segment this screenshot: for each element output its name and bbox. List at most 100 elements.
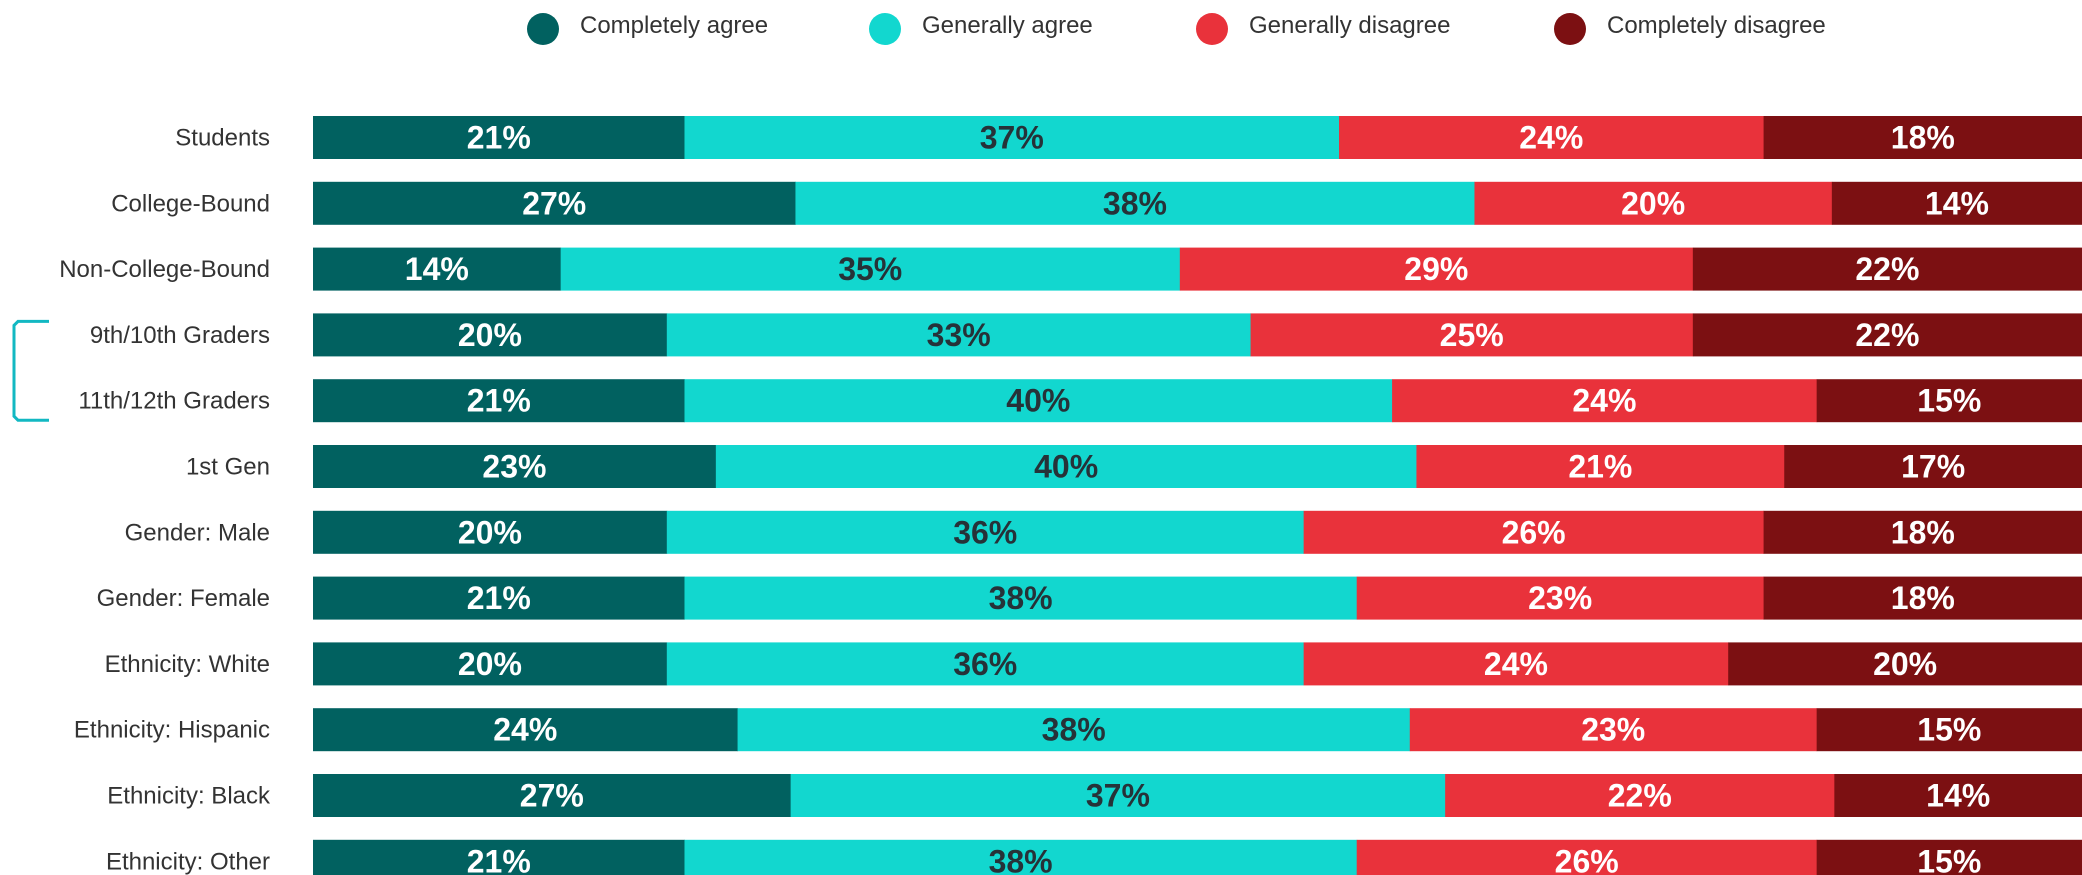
category-label-11th-12th-graders: 11th/12th Graders <box>78 388 270 415</box>
bar-segment-completely-agree-gender-female <box>313 576 685 620</box>
bar-segment-completely-disagree-college-bound <box>1831 181 2082 225</box>
bar-segment-generally-agree-ethnicity-hispanic <box>737 708 1411 752</box>
data-label-generally-disagree-ethnicity-black: 22% <box>1608 778 1672 814</box>
bar-segment-generally-disagree-11th-12th-graders <box>1392 379 1818 423</box>
data-label-completely-agree-college-bound: 27% <box>522 185 586 221</box>
bar-row-9th-10th-graders: 9th/10th Graders 20% 33% 25% 22% <box>90 313 2082 357</box>
data-label-completely-disagree-students: 18% <box>1891 120 1955 156</box>
bar-segment-completely-agree-9th-10th-graders <box>313 313 668 357</box>
bar-segment-generally-disagree-gender-female <box>1356 576 1765 620</box>
bar-segment-generally-disagree-ethnicity-black <box>1445 774 1835 817</box>
bar-segment-generally-disagree-9th-10th-graders <box>1250 313 1694 357</box>
data-label-generally-disagree-non-college-bound: 29% <box>1404 251 1468 287</box>
bar-row-ethnicity-hispanic: Ethnicity: Hispanic 24% 38% 23% 15% <box>74 708 2082 752</box>
bar-segment-generally-agree-11th-12th-graders <box>684 379 1393 423</box>
data-label-completely-disagree-9th-10th-graders: 22% <box>1855 317 1919 353</box>
legend-swatch-generally-agree <box>869 13 901 45</box>
category-label-gender-male: Gender: Male <box>125 519 270 546</box>
legend-label-generally-disagree: Generally disagree <box>1249 12 1450 39</box>
bar-segment-completely-disagree-1st-gen <box>1784 445 2082 488</box>
bar-segment-completely-agree-1st-gen <box>313 445 717 488</box>
bar-segment-completely-agree-ethnicity-hispanic <box>313 708 739 752</box>
bar-segment-generally-disagree-ethnicity-white <box>1303 642 1729 686</box>
data-label-generally-agree-1st-gen: 40% <box>1034 449 1098 485</box>
data-label-completely-agree-ethnicity-hispanic: 24% <box>493 712 557 748</box>
data-label-completely-disagree-ethnicity-black: 14% <box>1926 778 1990 814</box>
bar-segment-generally-agree-gender-male <box>666 510 1305 554</box>
data-label-completely-disagree-gender-male: 18% <box>1891 514 1955 550</box>
data-label-completely-disagree-ethnicity-hispanic: 15% <box>1917 712 1981 748</box>
bar-segment-completely-disagree-gender-male <box>1763 510 2082 554</box>
bar-segment-completely-disagree-students <box>1763 116 2082 159</box>
data-label-generally-agree-ethnicity-other: 38% <box>989 843 1053 875</box>
data-label-generally-disagree-ethnicity-other: 26% <box>1555 843 1619 875</box>
bar-segment-completely-agree-ethnicity-black <box>313 774 792 817</box>
bar-segment-completely-agree-11th-12th-graders <box>313 379 685 423</box>
data-label-generally-agree-ethnicity-white: 36% <box>953 646 1017 682</box>
bar-segment-generally-agree-9th-10th-graders <box>666 313 1252 357</box>
category-label-ethnicity-hispanic: Ethnicity: Hispanic <box>74 717 270 744</box>
data-label-completely-disagree-non-college-bound: 22% <box>1855 251 1919 287</box>
bar-segment-generally-agree-ethnicity-black <box>790 774 1446 817</box>
data-label-completely-disagree-ethnicity-other: 15% <box>1917 843 1981 875</box>
data-label-generally-agree-students: 37% <box>980 120 1044 156</box>
category-label-non-college-bound: Non-College-Bound <box>59 256 270 283</box>
data-label-generally-agree-non-college-bound: 35% <box>838 251 902 287</box>
data-label-completely-disagree-ethnicity-white: 20% <box>1873 646 1937 682</box>
data-label-completely-disagree-college-bound: 14% <box>1925 185 1989 221</box>
category-label-gender-female: Gender: Female <box>97 585 270 612</box>
bar-segment-generally-disagree-1st-gen <box>1416 445 1785 488</box>
bar-segment-generally-disagree-students <box>1339 116 1765 159</box>
legend-swatch-generally-disagree <box>1196 13 1228 45</box>
bar-segment-completely-agree-ethnicity-white <box>313 642 668 686</box>
bar-segment-completely-agree-non-college-bound <box>313 247 562 291</box>
chart-legend: Completely agree Generally agree Generally… <box>527 12 1826 45</box>
bar-row-gender-male: Gender: Male 20% 36% 26% 18% <box>125 510 2082 554</box>
legend-label-completely-disagree: Completely disagree <box>1607 12 1826 39</box>
data-label-completely-agree-ethnicity-other: 21% <box>467 843 531 875</box>
bar-segment-generally-agree-gender-female <box>684 576 1358 620</box>
data-label-generally-disagree-students: 24% <box>1519 120 1583 156</box>
bar-segment-generally-agree-ethnicity-white <box>666 642 1305 686</box>
bar-segment-generally-agree-students <box>684 116 1340 159</box>
data-label-generally-disagree-college-bound: 20% <box>1621 185 1685 221</box>
bar-segment-generally-agree-ethnicity-other <box>684 839 1358 875</box>
data-label-generally-disagree-gender-male: 26% <box>1502 514 1566 550</box>
bar-segment-completely-disagree-ethnicity-other <box>1816 839 2082 875</box>
category-label-ethnicity-white: Ethnicity: White <box>105 651 270 678</box>
legend-swatch-completely-agree <box>527 13 559 45</box>
bar-segment-generally-disagree-ethnicity-hispanic <box>1409 708 1818 752</box>
data-label-generally-disagree-gender-female: 23% <box>1528 580 1592 616</box>
legend-label-generally-agree: Generally agree <box>922 12 1093 39</box>
bar-segment-generally-agree-non-college-bound <box>560 247 1181 291</box>
data-label-completely-agree-ethnicity-white: 20% <box>458 646 522 682</box>
data-label-generally-agree-11th-12th-graders: 40% <box>1006 383 1070 419</box>
category-label-1st-gen: 1st Gen <box>186 454 270 481</box>
data-label-completely-agree-11th-12th-graders: 21% <box>467 383 531 419</box>
data-label-generally-agree-college-bound: 38% <box>1103 185 1167 221</box>
legend-swatch-completely-disagree <box>1554 13 1586 45</box>
bar-segment-generally-disagree-non-college-bound <box>1179 247 1694 291</box>
bar-segment-generally-disagree-gender-male <box>1303 510 1765 554</box>
data-label-completely-agree-9th-10th-graders: 20% <box>458 317 522 353</box>
data-label-completely-agree-non-college-bound: 14% <box>405 251 469 287</box>
bar-row-students: Students 21% 37% 24% 18% <box>175 116 2082 159</box>
bar-segment-completely-disagree-ethnicity-hispanic <box>1816 708 2082 752</box>
data-label-generally-agree-ethnicity-black: 37% <box>1086 778 1150 814</box>
data-label-completely-agree-students: 21% <box>467 120 531 156</box>
data-label-completely-agree-gender-male: 20% <box>458 514 522 550</box>
bar-segment-generally-disagree-ethnicity-other <box>1356 839 1818 875</box>
data-label-completely-disagree-11th-12th-graders: 15% <box>1917 383 1981 419</box>
bar-segment-completely-disagree-9th-10th-graders <box>1692 313 2082 357</box>
data-label-completely-agree-gender-female: 21% <box>467 580 531 616</box>
bar-segment-completely-agree-gender-male <box>313 510 668 554</box>
bar-segment-completely-agree-college-bound <box>313 181 796 225</box>
bar-segment-completely-disagree-ethnicity-black <box>1834 774 2082 817</box>
bar-row-1st-gen: 1st Gen 23% 40% 21% 17% <box>186 445 2082 488</box>
bar-segment-completely-disagree-gender-female <box>1763 576 2082 620</box>
chart-rows: Students 21% 37% 24% 18% College-Bound 27% 38% 2… <box>59 116 2082 875</box>
data-label-completely-agree-ethnicity-black: 27% <box>520 778 584 814</box>
category-label-students: Students <box>175 125 270 152</box>
category-label-ethnicity-black: Ethnicity: Black <box>107 783 271 810</box>
bar-segment-generally-agree-college-bound <box>795 181 1475 225</box>
